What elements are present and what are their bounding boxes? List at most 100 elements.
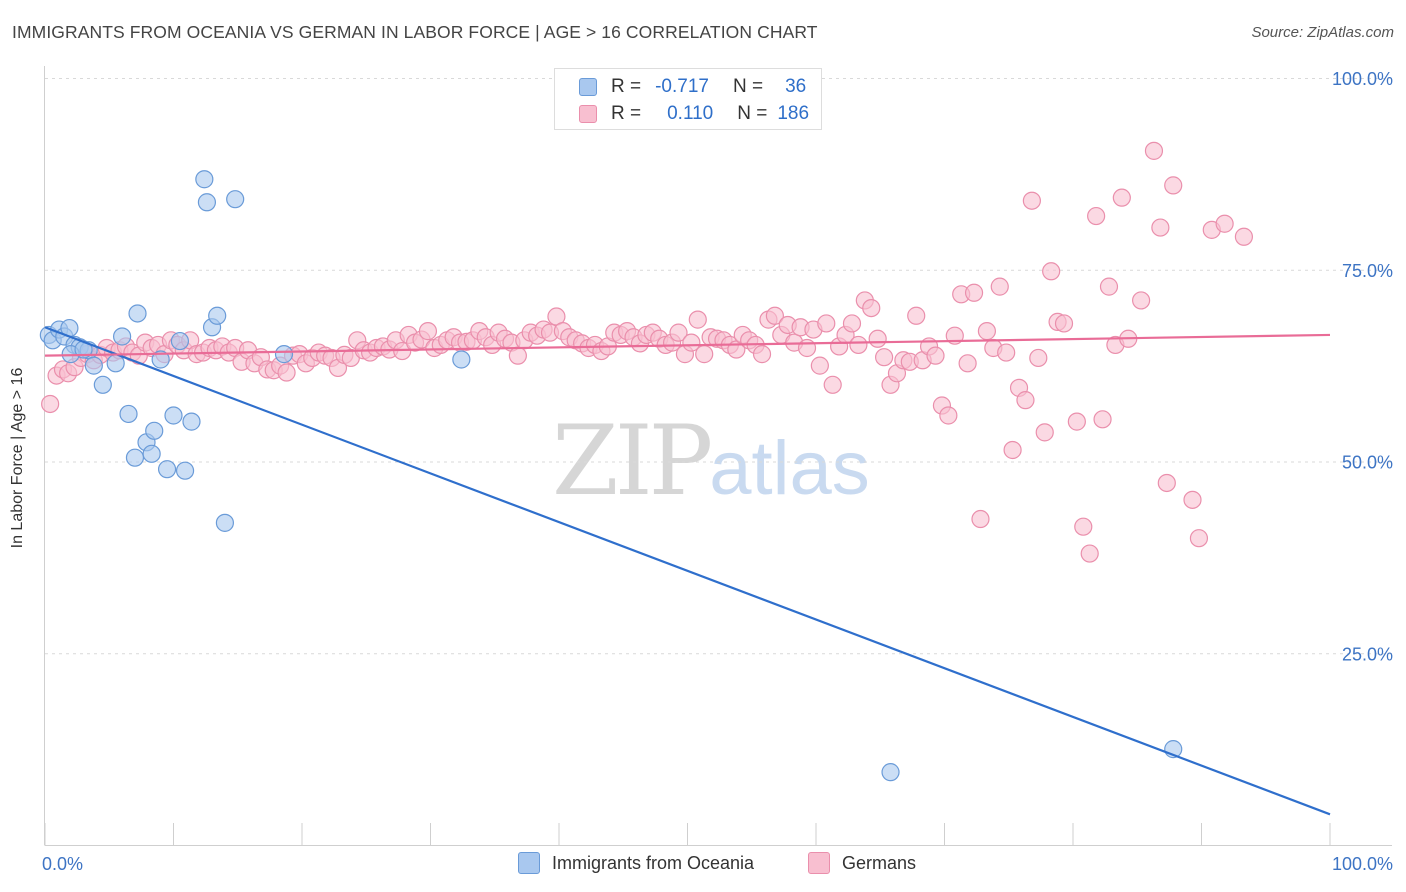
- point-oceania: [175, 461, 195, 480]
- point-germans: [1029, 348, 1048, 368]
- point-germans: [990, 277, 1009, 296]
- legend-item-oceania[interactable]: Immigrants from Oceania: [518, 852, 754, 874]
- stats-row-oceania: R = -0.717 N = 36: [579, 75, 806, 99]
- point-germans: [508, 346, 527, 365]
- point-germans: [1157, 473, 1176, 493]
- point-germans: [1035, 423, 1054, 442]
- point-germans: [817, 314, 836, 333]
- point-germans: [1003, 440, 1022, 460]
- n-label: N =: [737, 103, 768, 124]
- legend-label-oceania: Immigrants from Oceania: [552, 852, 755, 873]
- point-germans: [797, 338, 817, 358]
- point-germans: [862, 299, 881, 318]
- point-germans: [1080, 544, 1099, 563]
- point-germans: [849, 335, 868, 355]
- point-germans: [1112, 188, 1131, 207]
- point-oceania: [208, 306, 227, 325]
- y-tick-label: 25.0%: [1342, 644, 1393, 664]
- point-oceania: [157, 460, 177, 479]
- stats-row-germans: R = 0.110 N = 186: [579, 102, 809, 126]
- point-germans: [868, 329, 887, 348]
- point-germans: [1132, 291, 1151, 310]
- point-oceania: [145, 421, 164, 440]
- point-germans: [971, 509, 990, 529]
- point-oceania: [125, 448, 145, 467]
- point-germans: [1054, 314, 1074, 333]
- point-germans: [1016, 391, 1035, 410]
- point-germans: [1215, 214, 1234, 233]
- legend-item-germans[interactable]: Germans: [808, 852, 916, 874]
- y-axis-label: In Labor Force | Age > 16: [9, 367, 26, 549]
- point-germans: [997, 343, 1016, 362]
- y-tick-label: 75.0%: [1342, 261, 1393, 281]
- watermark: ZIPatlas: [552, 405, 870, 517]
- r-value: 0.110: [667, 103, 714, 124]
- point-oceania: [84, 356, 103, 375]
- point-germans: [926, 346, 945, 365]
- point-oceania: [182, 412, 201, 431]
- point-germans: [1099, 277, 1119, 296]
- point-germans: [1164, 176, 1183, 195]
- series-germans-points: [41, 141, 1254, 563]
- point-germans: [1042, 262, 1061, 281]
- chart-title: IMMIGRANTS FROM OCEANIA VS GERMAN IN LAB…: [12, 22, 818, 42]
- point-oceania: [151, 350, 170, 369]
- x-tick-label-max: 100.0%: [1332, 854, 1393, 874]
- legend-swatch-oceania: [518, 852, 540, 874]
- point-germans: [1234, 227, 1254, 246]
- point-germans: [875, 348, 894, 367]
- point-germans: [964, 283, 984, 302]
- point-oceania: [119, 404, 138, 424]
- point-germans: [682, 333, 701, 352]
- legend-swatch-germans: [808, 852, 830, 874]
- point-germans: [695, 345, 714, 364]
- point-germans: [277, 363, 296, 382]
- point-germans: [939, 406, 958, 425]
- series-oceania-points: [39, 170, 1183, 782]
- point-germans: [418, 322, 438, 341]
- point-oceania: [197, 193, 217, 212]
- trend-line-oceania: [44, 326, 1331, 816]
- point-germans: [669, 323, 688, 342]
- point-germans: [1144, 141, 1164, 160]
- point-germans: [1151, 218, 1170, 237]
- point-oceania: [164, 406, 183, 425]
- r-value: -0.717: [655, 76, 709, 97]
- legend-label-germans: Germans: [842, 852, 917, 873]
- r-label: R =: [611, 76, 642, 97]
- trend-lines: [44, 326, 1331, 816]
- point-oceania: [128, 304, 147, 323]
- point-germans: [958, 354, 977, 373]
- trend-line-germans: [44, 333, 1331, 357]
- point-oceania: [142, 444, 161, 463]
- point-germans: [810, 356, 829, 375]
- point-germans: [842, 314, 862, 333]
- point-oceania: [93, 375, 112, 394]
- n-value: 36: [785, 76, 807, 97]
- point-germans: [1022, 191, 1041, 210]
- point-germans: [1093, 410, 1112, 429]
- point-oceania: [452, 350, 471, 369]
- point-germans: [1087, 206, 1106, 226]
- n-value: 186: [777, 103, 810, 124]
- point-germans: [752, 345, 772, 364]
- watermark-atlas: atlas: [709, 426, 870, 511]
- point-oceania: [215, 513, 234, 532]
- x-tick-label-min: 0.0%: [42, 854, 83, 874]
- point-germans: [1067, 412, 1086, 431]
- n-label: N =: [732, 76, 764, 97]
- point-germans: [765, 306, 784, 325]
- point-germans: [1183, 490, 1202, 509]
- point-germans: [977, 322, 997, 341]
- swatch-oceania: [579, 78, 597, 96]
- y-tick-label: 50.0%: [1342, 453, 1393, 473]
- point-oceania: [881, 763, 900, 782]
- stats-legend: R = -0.717 N = 36 R = 0.110 N = 186: [554, 68, 822, 130]
- point-oceania: [274, 345, 294, 364]
- point-oceania: [170, 331, 190, 351]
- point-oceania: [112, 327, 132, 346]
- y-tick-label: 100.0%: [1332, 69, 1393, 89]
- watermark-zip: ZIP: [552, 405, 713, 517]
- chart-source: Source: ZipAtlas.com: [1251, 24, 1394, 41]
